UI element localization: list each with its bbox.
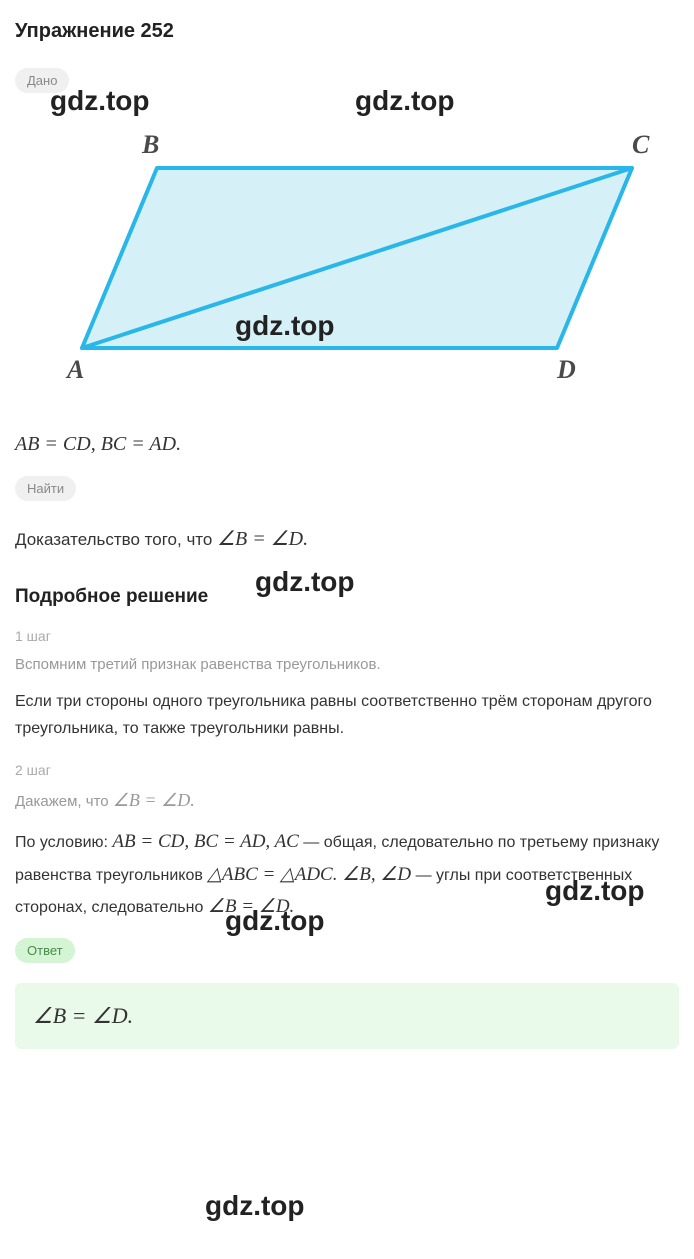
answer-math: ∠B = ∠D. xyxy=(33,1003,133,1028)
svg-text:D: D xyxy=(556,355,576,384)
answer-badge: Ответ xyxy=(15,938,75,963)
step-1-hint: Вспомним третий признак равенства треуго… xyxy=(15,656,679,673)
svg-text:B: B xyxy=(141,130,159,159)
step-2-math-1: AB = CD, BC = AD, AC xyxy=(112,831,298,852)
step-2-body: По условию: AB = CD, BC = AD, AC — общая… xyxy=(15,826,679,923)
answer-box: ∠B = ∠D. xyxy=(15,983,679,1049)
step-2-hint-math: ∠B = ∠D. xyxy=(113,790,195,810)
svg-text:C: C xyxy=(632,130,650,159)
step-2-hint-text: Дакажем, что xyxy=(15,793,113,810)
step-2-label: 2 шаг xyxy=(15,762,679,778)
step-2-body-prefix: По условию: xyxy=(15,834,112,851)
find-text: Доказательство того, что ∠B = ∠D. xyxy=(15,526,679,551)
step-1-body: Если три стороны одного треугольника рав… xyxy=(15,688,679,742)
watermark: gdz.top xyxy=(355,85,455,117)
find-math: ∠B = ∠D. xyxy=(217,528,308,550)
step-2-math-2: △ABC = △ADC. ∠B, ∠D xyxy=(207,864,411,885)
step-2-hint: Дакажем, что ∠B = ∠D. xyxy=(15,790,679,811)
exercise-title: Упражнение 252 xyxy=(15,20,679,43)
svg-text:A: A xyxy=(65,355,84,384)
given-badge: Дано xyxy=(15,68,69,93)
diagram-container: A B C D xyxy=(15,123,679,403)
step-2-math-3: ∠B = ∠D. xyxy=(208,896,294,917)
step-1-label: 1 шаг xyxy=(15,628,679,644)
find-prefix: Доказательство того, что xyxy=(15,530,217,549)
watermark: gdz.top xyxy=(50,85,150,117)
parallelogram-diagram: A B C D xyxy=(37,123,657,403)
watermark: gdz.top xyxy=(205,1190,305,1222)
given-math: AB = CD, BC = AD. xyxy=(15,433,679,456)
find-badge: Найти xyxy=(15,476,76,501)
solution-title: Подробное решение xyxy=(15,586,679,608)
